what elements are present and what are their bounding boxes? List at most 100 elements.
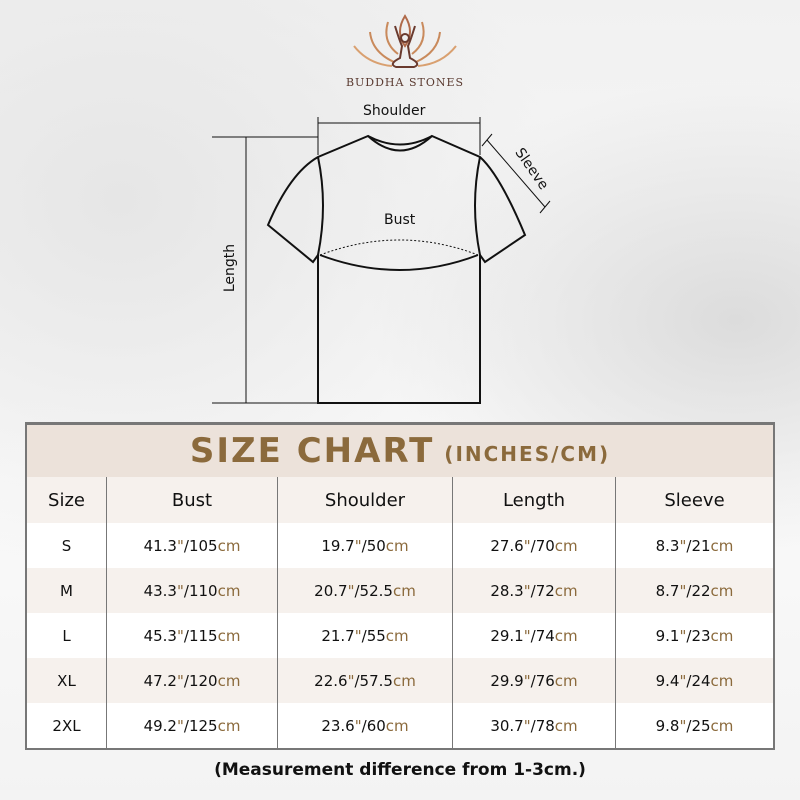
cm-value: 57.5 [359, 671, 393, 690]
sleeve-cell: 9.8 "/25 cm [615, 703, 773, 748]
size-cell: L [62, 626, 71, 645]
header-bust: Bust [106, 477, 277, 523]
cm-value: 78 [535, 716, 555, 735]
brand-name: BUDDHA STONES [345, 76, 465, 89]
lotus-yoga-icon [353, 14, 457, 68]
inch-value: 28.3 [490, 581, 524, 600]
inch-value: 29.1 [490, 626, 524, 645]
inch-mark: " [347, 581, 355, 600]
cm-unit: cm [217, 626, 241, 645]
cm-unit: cm [710, 581, 734, 600]
shoulder-label: Shoulder [363, 103, 426, 119]
slash: / [183, 536, 189, 555]
inch-value: 29.9 [490, 671, 524, 690]
slash: / [183, 626, 189, 645]
slash: / [686, 716, 692, 735]
length-cell: 30.7 "/78 cm [452, 703, 615, 748]
inch-mark: " [347, 671, 355, 690]
length-cell: 28.3 "/72 cm [452, 568, 615, 613]
cm-unit: cm [217, 671, 241, 690]
slash: / [354, 581, 360, 600]
inch-mark: " [354, 536, 362, 555]
inch-mark: " [679, 671, 687, 690]
table-row: L 45.3 "/115 cm 21.7 "/55 cm 29.1 "/74 cm 9.1 "/23 c… [27, 613, 773, 658]
sleeve-cell: 9.1 "/23 cm [615, 613, 773, 658]
inch-value: 9.8 [655, 716, 680, 735]
cm-unit: cm [554, 581, 578, 600]
inch-mark: " [523, 536, 531, 555]
shoulder-cell: 22.6 "/57.5 cm [277, 658, 452, 703]
inch-value: 19.7 [321, 536, 355, 555]
cm-value: 52.5 [359, 581, 393, 600]
bust-cell: 49.2 "/125 cm [106, 703, 277, 748]
slash: / [686, 671, 692, 690]
tshirt-diagram: Shoulder Sleeve Bust Length [0, 95, 800, 415]
inch-value: 45.3 [143, 626, 177, 645]
length-cell: 29.9 "/76 cm [452, 658, 615, 703]
inch-value: 8.7 [655, 581, 680, 600]
table-row: S 41.3 "/105 cm 19.7 "/50 cm 27.6 "/70 cm 8.3 "/21 c… [27, 523, 773, 568]
inch-mark: " [176, 626, 184, 645]
slash: / [686, 536, 692, 555]
inch-mark: " [523, 581, 531, 600]
measurement-note: (Measurement difference from 1-3cm.) [214, 760, 586, 780]
cm-value: 21 [691, 536, 711, 555]
cm-value: 125 [188, 716, 218, 735]
slash: / [183, 581, 189, 600]
cm-value: 24 [691, 671, 711, 690]
slash: / [361, 536, 367, 555]
table-row: M 43.3 "/110 cm 20.7 "/52.5 cm 28.3 "/72 cm 8.7 "/2… [27, 568, 773, 613]
slash: / [686, 581, 692, 600]
slash: / [361, 716, 367, 735]
size-cell: M [60, 581, 73, 600]
cm-value: 25 [691, 716, 711, 735]
shoulder-cell: 20.7 "/52.5 cm [277, 568, 452, 613]
slash: / [183, 671, 189, 690]
cm-unit: cm [217, 581, 241, 600]
cm-value: 23 [691, 626, 711, 645]
cm-value: 76 [535, 671, 555, 690]
shoulder-cell: 19.7 "/50 cm [277, 523, 452, 568]
cm-value: 22 [691, 581, 711, 600]
cm-unit: cm [385, 536, 409, 555]
bust-cell: 45.3 "/115 cm [106, 613, 277, 658]
cm-value: 105 [188, 536, 218, 555]
cm-value: 50 [366, 536, 386, 555]
slash: / [530, 671, 536, 690]
size-chart-title: SIZE CHART (INCHES/CM) [27, 425, 773, 477]
table-row: 2XL 49.2 "/125 cm 23.6 "/60 cm 30.7 "/78 cm 9.8 "/2… [27, 703, 773, 748]
shoulder-cell: 23.6 "/60 cm [277, 703, 452, 748]
length-cell: 27.6 "/70 cm [452, 523, 615, 568]
cm-unit: cm [710, 626, 734, 645]
cm-value: 115 [188, 626, 218, 645]
header-length: Length [452, 477, 615, 523]
shoulder-cell: 21.7 "/55 cm [277, 613, 452, 658]
inch-value: 49.2 [143, 716, 177, 735]
inch-value: 43.3 [143, 581, 177, 600]
length-label: Length [222, 243, 239, 293]
cm-value: 72 [535, 581, 555, 600]
slash: / [530, 581, 536, 600]
bust-cell: 41.3 "/105 cm [106, 523, 277, 568]
sleeve-cell: 8.3 "/21 cm [615, 523, 773, 568]
cm-unit: cm [392, 671, 416, 690]
cm-unit: cm [217, 536, 241, 555]
header-row: Size Bust Shoulder Length Sleeve [27, 477, 773, 523]
inch-mark: " [523, 716, 531, 735]
inch-value: 41.3 [143, 536, 177, 555]
cm-unit: cm [217, 716, 241, 735]
bust-cell: 43.3 "/110 cm [106, 568, 277, 613]
slash: / [183, 716, 189, 735]
inch-mark: " [176, 536, 184, 555]
cm-value: 120 [188, 671, 218, 690]
cm-unit: cm [554, 716, 578, 735]
inch-value: 20.7 [314, 581, 348, 600]
inch-mark: " [354, 626, 362, 645]
inch-mark: " [679, 536, 687, 555]
cm-value: 110 [188, 581, 218, 600]
header-shoulder: Shoulder [277, 477, 452, 523]
inch-mark: " [523, 626, 531, 645]
tshirt-outline-icon [212, 117, 551, 404]
inch-value: 47.2 [143, 671, 177, 690]
size-chart-table: SIZE CHART (INCHES/CM) Size Bust Shoulde… [25, 422, 775, 750]
